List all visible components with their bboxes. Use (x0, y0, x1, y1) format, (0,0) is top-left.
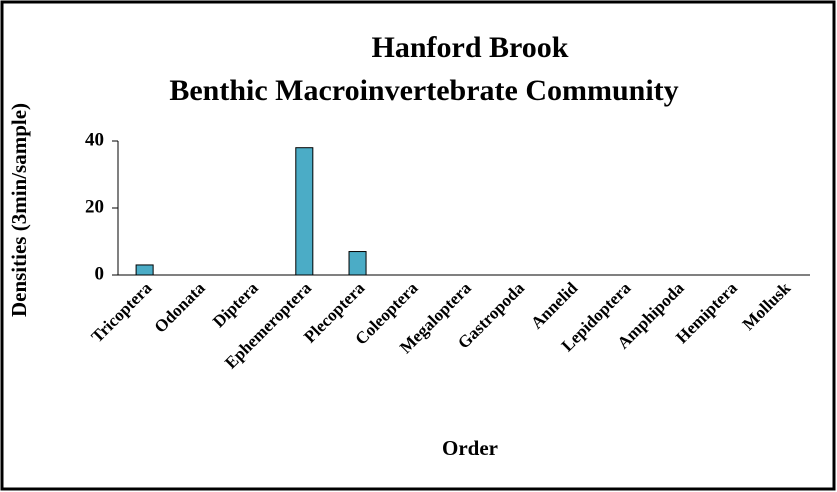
bar (348, 251, 367, 276)
y-tick-label: 0 (95, 263, 105, 284)
y-tick-label: 20 (85, 196, 104, 217)
x-axis-label: Order (442, 436, 498, 460)
y-axis-label: Densities (3min/sample) (7, 103, 31, 317)
y-tick-label: 40 (85, 129, 104, 150)
bar (295, 147, 314, 276)
bar (135, 264, 154, 276)
chart-title: Hanford Brook (372, 31, 569, 64)
chart-subtitle: Benthic Macroinvertebrate Community (169, 74, 678, 107)
